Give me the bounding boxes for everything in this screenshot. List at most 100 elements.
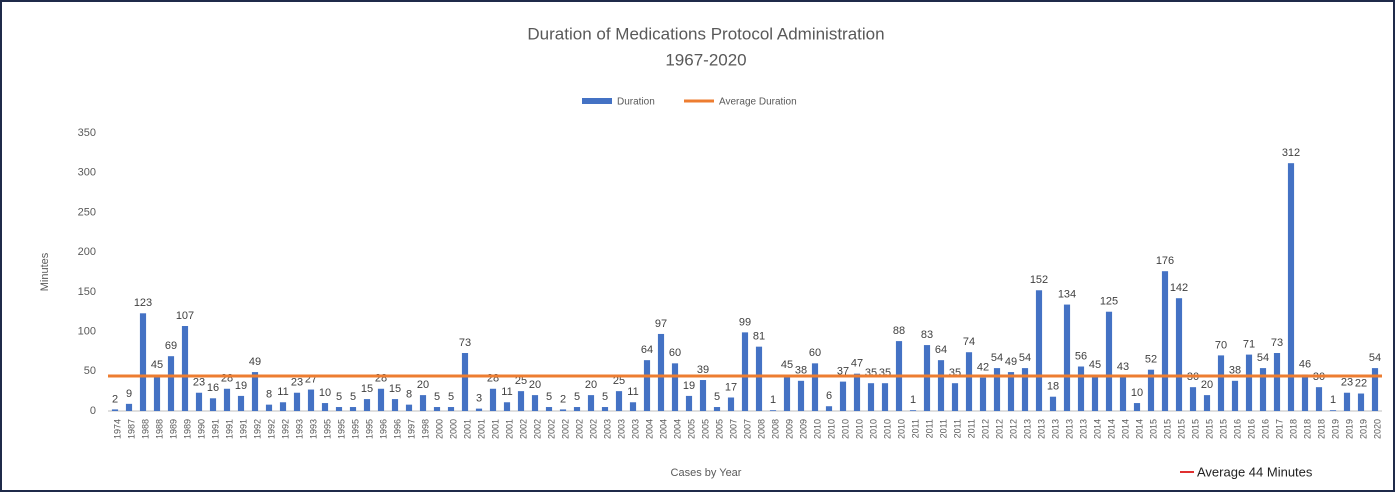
- bar: [125, 403, 133, 411]
- annotation: Average 44 Minutes: [1197, 464, 1313, 479]
- x-tick-label: 1993: [308, 419, 318, 439]
- bar: [531, 395, 539, 411]
- x-tick-label: 1995: [322, 419, 332, 439]
- x-tick-label: 2008: [756, 419, 766, 439]
- data-label: 60: [809, 347, 821, 359]
- x-tick-label: 2003: [630, 419, 640, 439]
- data-label: 73: [459, 337, 471, 349]
- bar: [783, 375, 791, 411]
- legend-label: Average Duration: [719, 97, 797, 108]
- data-label: 46: [1299, 358, 1311, 370]
- data-label: 125: [1100, 296, 1118, 308]
- x-tick-label: 1989: [168, 419, 178, 439]
- bar: [1161, 271, 1169, 411]
- x-tick-label: 2013: [1064, 419, 1074, 439]
- bar: [503, 402, 511, 411]
- x-tick-label: 2015: [1176, 419, 1186, 439]
- data-label: 54: [991, 352, 1003, 364]
- data-label: 20: [529, 379, 541, 391]
- x-tick-label: 2015: [1148, 419, 1158, 439]
- data-label: 20: [585, 379, 597, 391]
- data-label: 54: [1257, 352, 1269, 364]
- y-tick-label: 200: [78, 246, 96, 258]
- bar: [853, 373, 861, 411]
- x-tick-label: 2018: [1302, 419, 1312, 439]
- data-label: 20: [417, 379, 429, 391]
- data-label: 18: [1047, 381, 1059, 393]
- x-tick-label: 2009: [784, 419, 794, 439]
- data-label: 123: [134, 297, 152, 309]
- bar: [209, 398, 217, 411]
- data-label: 20: [1201, 379, 1213, 391]
- bar: [237, 395, 245, 411]
- y-tick-label: 0: [90, 405, 96, 417]
- data-label: 5: [602, 391, 608, 403]
- data-label: 1: [770, 394, 776, 406]
- x-tick-label: 2011: [966, 419, 976, 438]
- x-tick-label: 2013: [1050, 419, 1060, 439]
- bar: [601, 407, 609, 411]
- x-tick-label: 1988: [154, 419, 164, 439]
- bar: [293, 392, 301, 411]
- x-tick-label: 2007: [728, 419, 738, 439]
- bar: [181, 326, 189, 411]
- bar: [1371, 368, 1379, 411]
- bar: [671, 363, 679, 411]
- bar: [923, 345, 931, 411]
- bar: [937, 360, 945, 411]
- x-tick-label: 2016: [1246, 419, 1256, 439]
- legend-label: Duration: [617, 97, 655, 108]
- x-tick-label: 2003: [616, 419, 626, 439]
- bar: [279, 402, 287, 411]
- bar: [811, 363, 819, 411]
- data-label: 312: [1282, 147, 1300, 159]
- data-label: 81: [753, 331, 765, 343]
- bar: [685, 395, 693, 411]
- x-tick-label: 2008: [770, 419, 780, 439]
- x-tick-label: 2010: [882, 419, 892, 439]
- x-tick-label: 2002: [518, 419, 528, 439]
- data-label: 5: [434, 391, 440, 403]
- data-label: 11: [501, 386, 512, 398]
- x-tick-label: 2014: [1092, 419, 1102, 439]
- x-tick-label: 2013: [1036, 419, 1046, 439]
- y-tick-label: 150: [78, 286, 96, 298]
- data-label: 28: [487, 373, 499, 385]
- bar: [363, 399, 371, 411]
- x-tick-label: 2004: [644, 419, 654, 439]
- x-tick-label: 2001: [476, 419, 486, 439]
- data-label: 152: [1030, 274, 1048, 286]
- data-label: 69: [165, 340, 177, 352]
- data-label: 42: [977, 362, 989, 374]
- data-label: 1: [1330, 394, 1336, 406]
- x-tick-label: 2005: [686, 419, 696, 439]
- bar: [1105, 311, 1113, 411]
- bar: [1287, 163, 1295, 411]
- data-label: 70: [1215, 339, 1227, 351]
- bar: [797, 380, 805, 411]
- data-label: 45: [1089, 359, 1101, 371]
- bar: [153, 375, 161, 411]
- x-tick-label: 2010: [868, 419, 878, 439]
- data-label: 2: [112, 393, 118, 405]
- data-label: 9: [126, 388, 132, 400]
- bar: [251, 372, 259, 411]
- x-tick-label: 1991: [224, 419, 234, 439]
- data-label: 83: [921, 329, 933, 341]
- x-tick-label: 2013: [1078, 419, 1088, 439]
- bar: [139, 313, 147, 411]
- x-tick-label: 2016: [1260, 419, 1270, 439]
- x-tick-label: 2011: [924, 419, 934, 438]
- bar: [1217, 355, 1225, 411]
- data-label: 54: [1019, 352, 1031, 364]
- x-tick-label: 1996: [392, 419, 402, 439]
- data-label: 1: [910, 394, 916, 406]
- x-tick-label: 2009: [798, 419, 808, 439]
- bar: [461, 353, 469, 411]
- data-label: 5: [574, 391, 580, 403]
- bar: [1063, 304, 1071, 411]
- bar: [769, 410, 777, 411]
- x-tick-label: 2000: [434, 419, 444, 439]
